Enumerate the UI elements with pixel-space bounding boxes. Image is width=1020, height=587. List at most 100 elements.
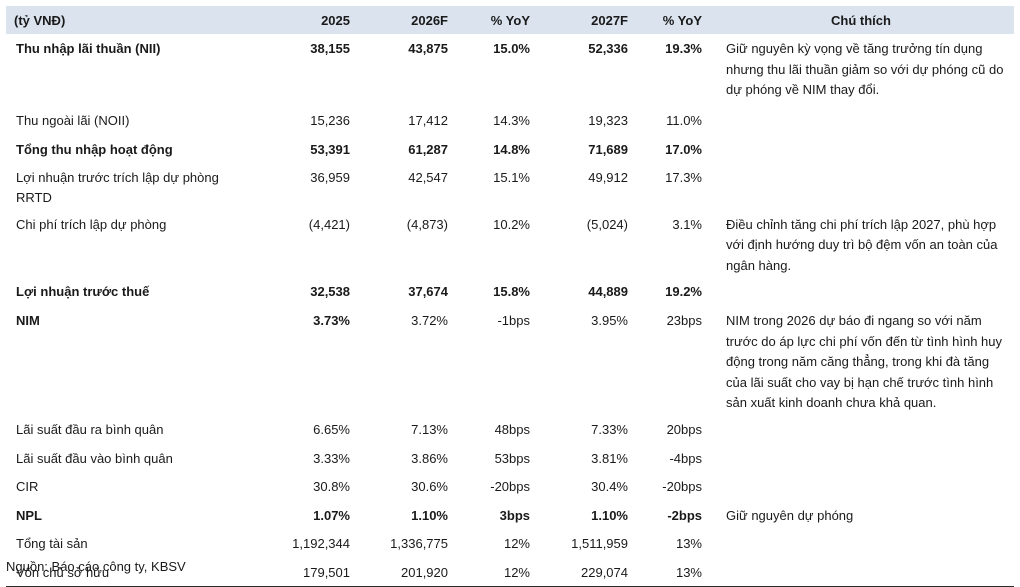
forecast-table-container: (tỷ VNĐ) 2025 2026F % YoY 2027F % YoY Ch… — [6, 6, 1014, 587]
cell-2025: 36,959 — [310, 169, 350, 185]
cell-2026f: 42,547 — [408, 169, 448, 185]
cell-note: Điều chỉnh tăng chi phí trích lập 2027, … — [726, 216, 998, 273]
header-2027f: 2027F — [591, 12, 628, 28]
table-row: Lợi nhuận trước thuế 32,538 37,674 15.8%… — [6, 277, 1014, 306]
cell-2027f: 1.10% — [591, 507, 628, 523]
table-row: Thu ngoài lãi (NOII) 15,236 17,412 14.3%… — [6, 105, 1014, 134]
cell-2026f: 1.10% — [411, 507, 448, 523]
cell-2025: 1,192,344 — [292, 535, 350, 551]
table-row: Thu nhập lãi thuần (NII) 38,155 43,875 1… — [6, 34, 1014, 105]
cell-2025: 15,236 — [310, 112, 350, 128]
cell-2026f: 3.72% — [411, 313, 448, 328]
row-label: Lãi suất đầu vào bình quân — [16, 450, 173, 466]
row-label: Lãi suất đầu ra bình quân — [16, 421, 164, 437]
header-note: Chú thích — [831, 12, 891, 28]
cell-yoy-2027: 11.0% — [666, 112, 702, 128]
cell-2026f: 37,674 — [408, 284, 448, 299]
header-yoy-2027: % YoY — [662, 12, 702, 28]
cell-2026f: 201,920 — [401, 564, 448, 580]
cell-note — [708, 528, 1014, 557]
row-label: Tổng thu nhập hoạt động — [16, 141, 173, 157]
cell-note: Giữ nguyên kỳ vọng về tăng trưởng tín dụ… — [726, 41, 1004, 97]
cell-note — [708, 277, 1014, 306]
cell-2026f: 43,875 — [408, 41, 448, 56]
cell-yoy-2027: 19.2% — [665, 284, 702, 299]
cell-2025: 179,501 — [303, 564, 350, 580]
cell-yoy-2026: 14.3% — [493, 112, 530, 128]
cell-note: Giữ nguyên dự phóng — [726, 507, 854, 523]
header-unit: (tỷ VNĐ) — [14, 12, 66, 28]
cell-2025: 3.33% — [313, 450, 350, 466]
table-row: Lợi nhuận trước trích lập dự phòng RRTD … — [6, 162, 1014, 209]
cell-2027f: (5,024) — [586, 216, 628, 232]
cell-2026f: 30.6% — [411, 478, 448, 494]
table-row: Chi phí trích lập dự phòng (4,421) (4,87… — [6, 209, 1014, 277]
header-yoy-2026: % YoY — [490, 12, 530, 28]
cell-2025: 30.8% — [313, 478, 350, 494]
cell-2027f: 44,889 — [588, 284, 628, 299]
cell-2026f: 17,412 — [408, 112, 448, 128]
cell-yoy-2027: 13% — [675, 564, 702, 580]
cell-2025: 32,538 — [310, 284, 350, 299]
row-label: Thu ngoài lãi (NOII) — [16, 112, 130, 128]
cell-yoy-2027: -2bps — [667, 507, 702, 523]
cell-2025: 1.07% — [313, 507, 350, 523]
header-2026f: 2026F — [411, 12, 448, 28]
cell-yoy-2026: 12% — [503, 535, 530, 551]
row-label: Lợi nhuận trước trích lập dự phòng RRTD — [16, 169, 219, 206]
cell-note: NIM trong 2026 dự báo đi ngang so với nă… — [726, 313, 1003, 410]
cell-2027f: 1,511,959 — [571, 535, 628, 551]
cell-yoy-2027: -4bps — [669, 450, 702, 466]
row-label: Lợi nhuận trước thuế — [16, 284, 150, 299]
table-row: Tổng tài sản 1,192,344 1,336,775 12% 1,5… — [6, 528, 1014, 557]
cell-2026f: 61,287 — [408, 141, 448, 157]
cell-2025: 53,391 — [310, 141, 350, 157]
table-row: Tổng thu nhập hoạt động 53,391 61,287 14… — [6, 134, 1014, 162]
header-2025: 2025 — [321, 12, 350, 28]
cell-2027f: 71,689 — [588, 141, 628, 157]
cell-2027f: 3.95% — [591, 313, 628, 328]
cell-yoy-2027: -20bps — [662, 478, 702, 494]
cell-yoy-2026: 10.2% — [493, 216, 530, 232]
cell-2027f: 52,336 — [588, 41, 628, 56]
cell-2025: 6.65% — [313, 421, 350, 437]
cell-2027f: 19,323 — [588, 112, 628, 128]
row-label: CIR — [16, 478, 39, 494]
table-row: Lãi suất đầu ra bình quân 6.65% 7.13% 48… — [6, 414, 1014, 443]
cell-yoy-2026: -20bps — [490, 478, 530, 494]
cell-yoy-2027: 19.3% — [665, 41, 702, 56]
cell-2027f: 49,912 — [588, 169, 628, 185]
cell-2026f: 7.13% — [411, 421, 448, 437]
cell-yoy-2026: 15.0% — [493, 41, 530, 56]
cell-2027f: 3.81% — [591, 450, 628, 466]
cell-yoy-2026: 12% — [503, 564, 530, 580]
row-label: Thu nhập lãi thuần (NII) — [16, 41, 161, 56]
cell-yoy-2026: 3bps — [499, 507, 530, 523]
table-header-row: (tỷ VNĐ) 2025 2026F % YoY 2027F % YoY Ch… — [6, 6, 1014, 34]
forecast-table: (tỷ VNĐ) 2025 2026F % YoY 2027F % YoY Ch… — [6, 6, 1014, 587]
cell-yoy-2026: 15.1% — [493, 169, 530, 185]
cell-yoy-2027: 20bps — [666, 421, 702, 437]
cell-yoy-2026: 14.8% — [493, 141, 530, 157]
cell-note — [708, 105, 1014, 134]
cell-note — [708, 162, 1014, 209]
cell-yoy-2026: 15.8% — [493, 284, 530, 299]
cell-yoy-2027: 13% — [675, 535, 702, 551]
cell-yoy-2026: 48bps — [494, 421, 530, 437]
cell-note — [708, 414, 1014, 443]
cell-2027f: 229,074 — [581, 564, 628, 580]
cell-note — [708, 471, 1014, 500]
row-label: Tổng tài sản — [16, 535, 88, 551]
cell-yoy-2026: 53bps — [494, 450, 530, 466]
table-row: NIM 3.73% 3.72% -1bps 3.95% 23bps NIM tr… — [6, 306, 1014, 414]
table-row: CIR 30.8% 30.6% -20bps 30.4% -20bps — [6, 471, 1014, 500]
row-label: Vốn chủ sở hữu — [16, 564, 110, 580]
cell-2026f: 3.86% — [411, 450, 448, 466]
row-label: Chi phí trích lập dự phòng — [16, 216, 167, 232]
cell-yoy-2026: -1bps — [497, 313, 530, 328]
cell-yoy-2027: 17.0% — [665, 141, 702, 157]
cell-yoy-2027: 3.1% — [672, 216, 702, 232]
cell-yoy-2027: 23bps — [666, 313, 702, 328]
table-row: NPL 1.07% 1.10% 3bps 1.10% -2bps Giữ ngu… — [6, 500, 1014, 528]
cell-2027f: 30.4% — [591, 478, 628, 494]
